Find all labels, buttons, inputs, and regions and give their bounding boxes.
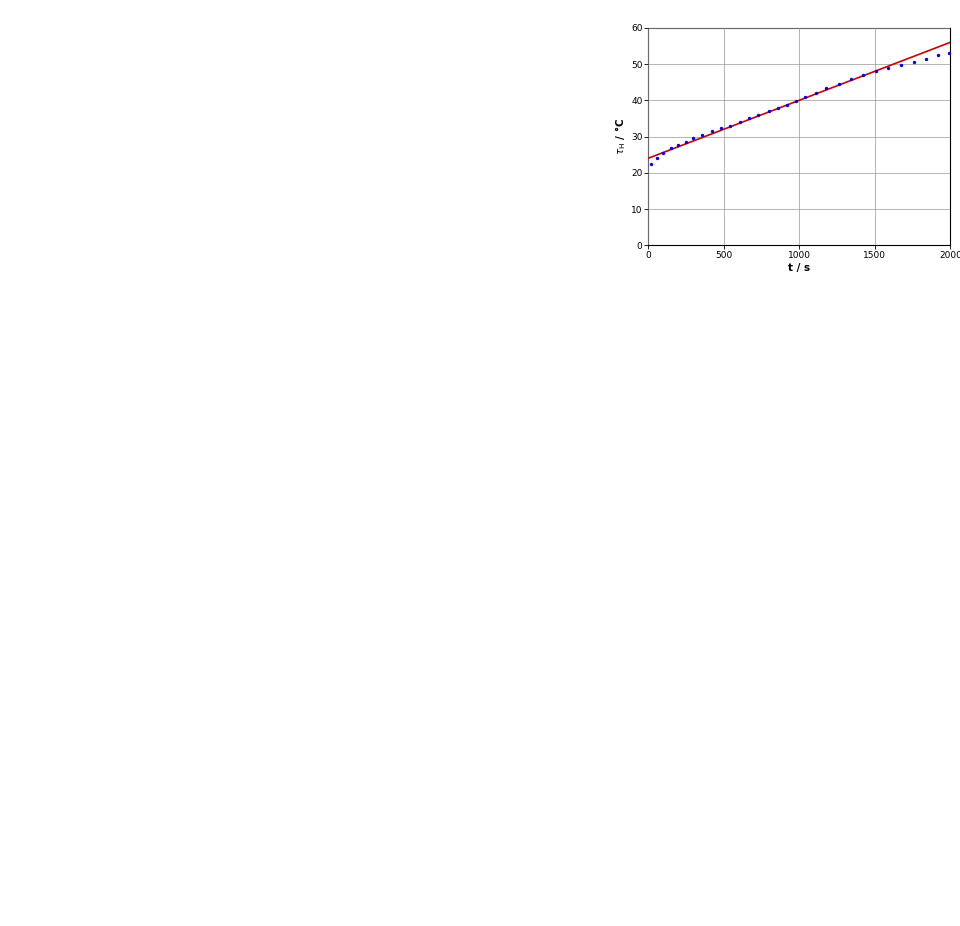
Point [649, 151, 664, 166]
Point [770, 100, 785, 115]
Point [663, 141, 679, 156]
Point [722, 119, 737, 133]
Point [751, 107, 766, 122]
Point [880, 61, 896, 76]
Point [678, 134, 693, 149]
Point [761, 104, 777, 119]
Point [780, 97, 795, 112]
Point [685, 131, 701, 145]
Point [906, 55, 922, 69]
Point [869, 64, 884, 79]
X-axis label: t / s: t / s [788, 263, 810, 273]
Point [788, 94, 804, 108]
Point [919, 51, 934, 66]
Point [742, 111, 757, 126]
Point [732, 115, 748, 130]
Point [798, 89, 813, 104]
Point [941, 45, 956, 60]
Y-axis label: $\tau_{\mathsf{H}}$ / °C: $\tau_{\mathsf{H}}$ / °C [613, 118, 628, 156]
Point [808, 85, 824, 100]
Point [819, 81, 834, 95]
Point [930, 47, 946, 62]
Point [695, 128, 710, 143]
Point [893, 57, 908, 72]
Point [704, 124, 719, 139]
Point [643, 156, 659, 171]
Point [713, 120, 729, 135]
Point [830, 77, 846, 92]
Point [670, 137, 685, 152]
Point [843, 72, 858, 87]
Point [656, 145, 671, 160]
Point [855, 68, 871, 82]
